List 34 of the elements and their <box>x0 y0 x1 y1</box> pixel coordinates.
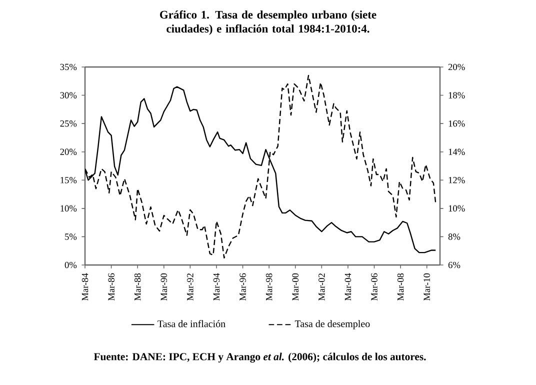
legend-label: Tasa de inflación <box>158 320 226 328</box>
x-tick-label: Mar-84 <box>82 273 88 301</box>
y2-tick-label: 18% <box>448 92 465 98</box>
x-tick-label: Mar-90 <box>160 273 168 301</box>
x-tick-label: Mar-08 <box>397 273 404 301</box>
x-tick-label: Mar-88 <box>134 273 141 301</box>
chart-title: Gráfico 1. Tasa de desempleo urbano (siete ciudades) e inflación total 1984:1-2010:4. <box>160 10 376 35</box>
x-tick-label: Mar-92 <box>187 274 194 301</box>
y-tick-label: 10% <box>60 205 77 212</box>
x-tick-label: Mar-10 <box>424 273 430 301</box>
y2-tick-label: 14% <box>448 148 465 156</box>
source-note: Fuente: DANE: IPC, ECH y Arango et al. (2006); cálculos de los autores. <box>94 352 426 363</box>
x-tick-label: Mar-06 <box>371 273 378 301</box>
y-tick-label: 25% <box>60 120 77 127</box>
y2-tick-label: 20% <box>448 64 465 70</box>
x-tick-label: Mar-94 <box>213 273 220 301</box>
x-tick-label: Mar-04 <box>344 273 352 301</box>
y2-tick-label: 8% <box>448 234 460 240</box>
x-tick-label: Mar-98 <box>266 273 272 301</box>
y-tick-label: 5% <box>65 234 77 240</box>
y2-tick-label: 12% <box>448 176 465 184</box>
x-tick-label: Mar-00 <box>292 273 299 301</box>
y-tick-label: 20% <box>60 148 77 156</box>
y2-tick-label: 6% <box>448 262 460 268</box>
y-tick-label: 30% <box>60 92 77 98</box>
legend-label: Tasa de desempleo <box>294 320 370 330</box>
y2-tick-label: 10% <box>448 205 465 212</box>
x-tick-label: Mar-02 <box>318 274 325 301</box>
y2-tick-label: 16% <box>448 120 465 127</box>
x-tick-label: Mar-86 <box>108 273 114 301</box>
y-tick-label: 35% <box>60 64 77 70</box>
y-tick-label: 15% <box>60 176 77 184</box>
x-tick-label: Mar-96 <box>240 273 246 301</box>
y-tick-label: 0% <box>64 262 77 268</box>
